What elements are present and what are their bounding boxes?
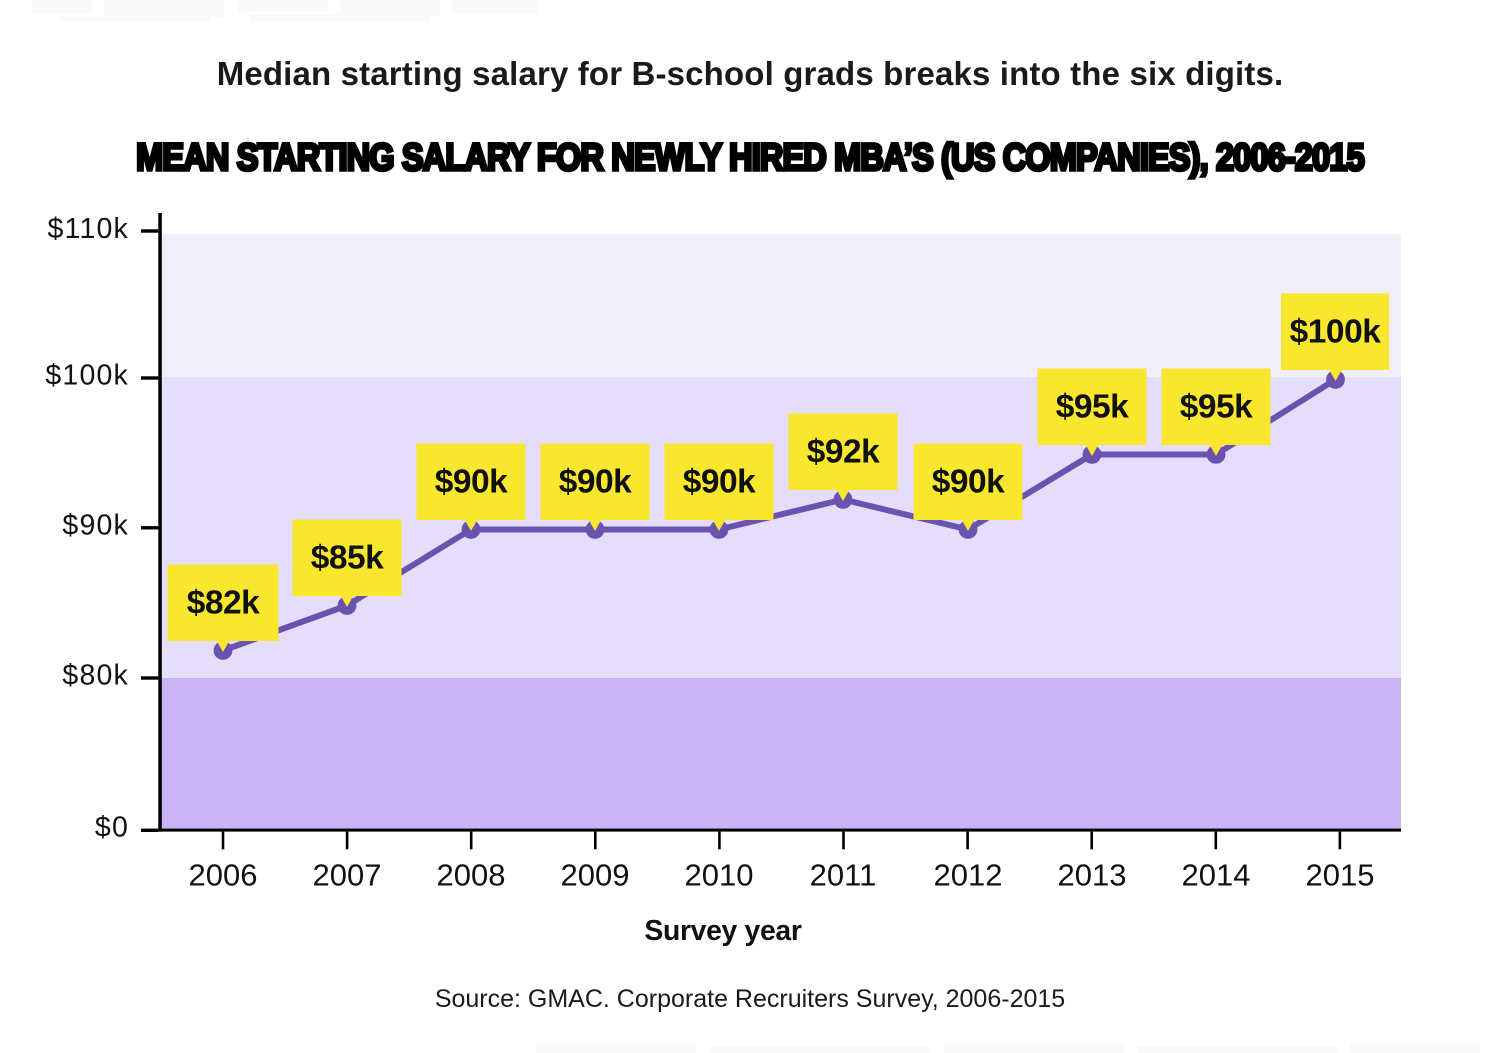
svg-text:$85k: $85k [311, 540, 384, 577]
svg-text:2007: 2007 [313, 858, 382, 893]
svg-text:2012: 2012 [934, 858, 1003, 893]
svg-text:2010: 2010 [685, 858, 754, 893]
svg-text:Source: GMAC. Corporate Recrui: Source: GMAC. Corporate Recruiters Surve… [435, 985, 1065, 1013]
svg-text:2009: 2009 [561, 858, 630, 893]
svg-text:$100k: $100k [1290, 314, 1382, 351]
svg-text:$0: $0 [95, 812, 129, 844]
svg-text:$90k: $90k [683, 464, 756, 501]
svg-text:$110k: $110k [47, 213, 129, 245]
svg-text:$92k: $92k [807, 434, 880, 471]
svg-text:Median starting salary for B-s: Median starting salary for B-school grad… [217, 55, 1284, 92]
svg-text:$82k: $82k [187, 585, 260, 622]
svg-text:Survey year: Survey year [644, 914, 801, 946]
svg-text:2011: 2011 [810, 858, 877, 893]
svg-text:$80k: $80k [62, 660, 129, 692]
svg-text:2013: 2013 [1058, 858, 1127, 893]
svg-text:2008: 2008 [437, 858, 506, 893]
svg-text:$90k: $90k [932, 464, 1005, 501]
svg-text:$100k: $100k [45, 360, 129, 392]
svg-text:$95k: $95k [1180, 389, 1253, 426]
svg-text:2015: 2015 [1306, 858, 1375, 893]
svg-text:$90k: $90k [62, 510, 129, 542]
svg-text:2014: 2014 [1182, 858, 1251, 893]
svg-text:MEAN STARTING SALARY FOR NEWLY: MEAN STARTING SALARY FOR NEWLY HIRED MBA… [136, 136, 1364, 179]
svg-text:2006: 2006 [189, 858, 258, 893]
svg-text:$90k: $90k [559, 464, 632, 501]
svg-text:$95k: $95k [1056, 389, 1129, 426]
svg-text:$90k: $90k [435, 464, 508, 501]
